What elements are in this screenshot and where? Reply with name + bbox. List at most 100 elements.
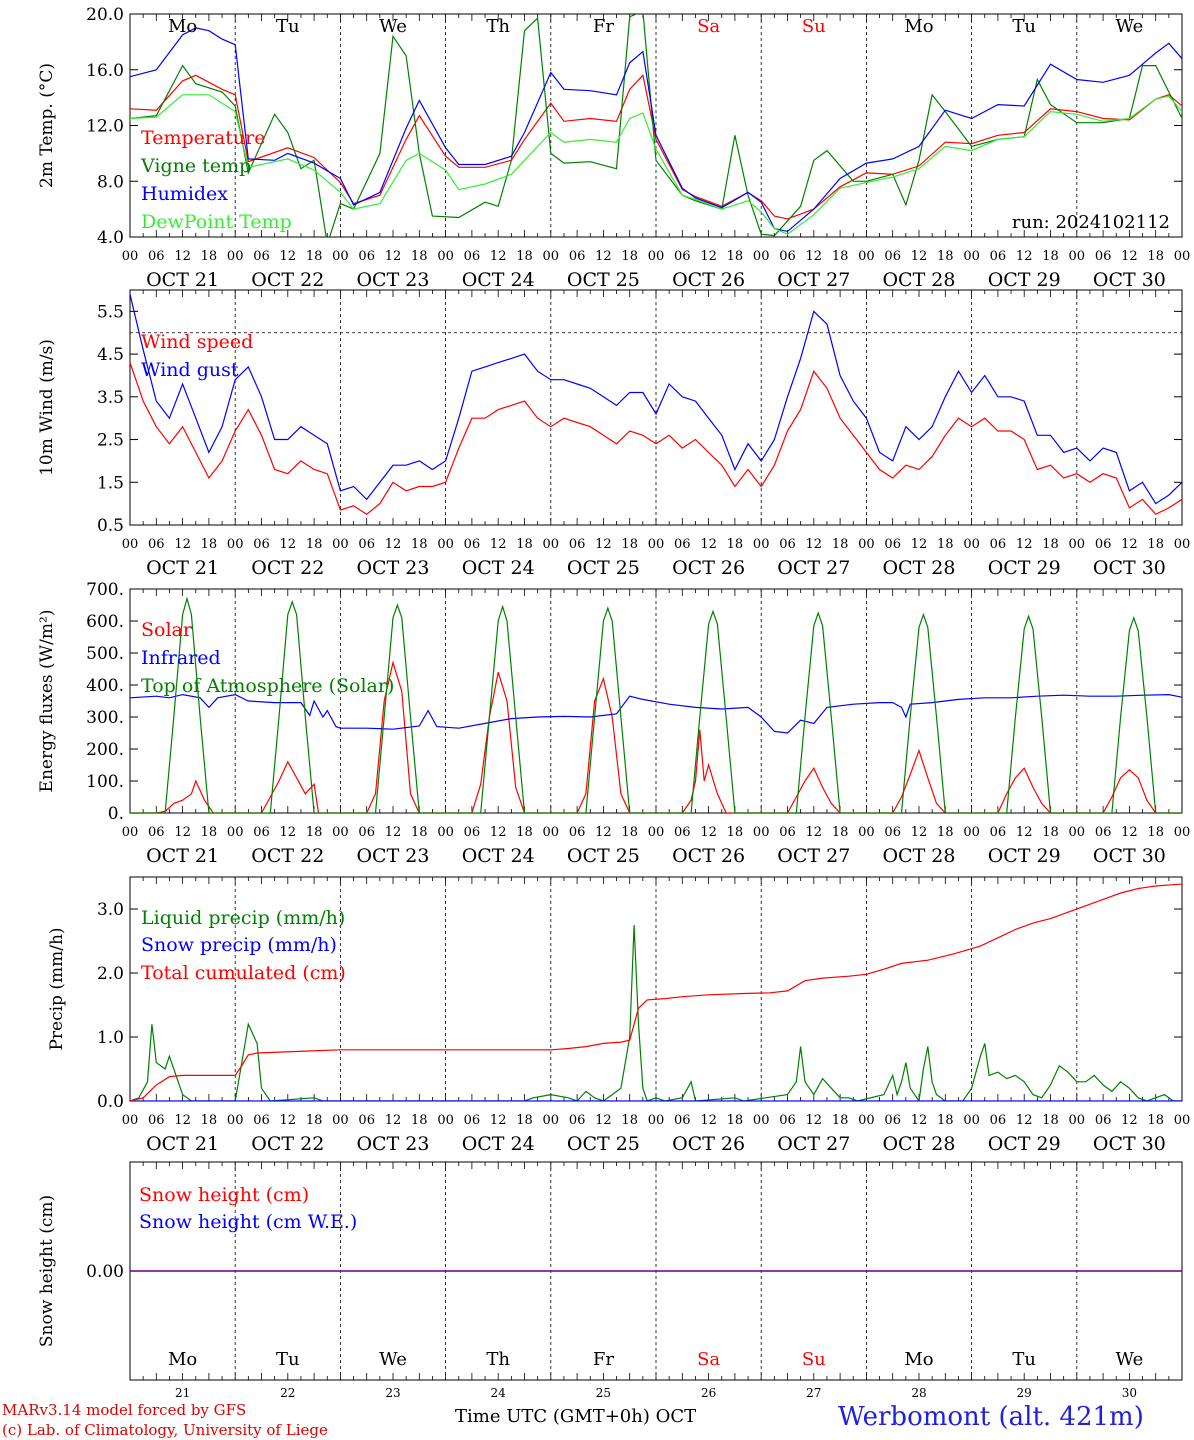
panel4-hour-label: 00 xyxy=(753,1113,770,1128)
panel3-hour-label: 06 xyxy=(569,825,586,840)
panel1-hour-label: 12 xyxy=(806,249,823,264)
panel2-hour-label: 12 xyxy=(595,537,612,552)
panel5-day-number: 25 xyxy=(596,1386,611,1400)
panel2-hour-label: 06 xyxy=(464,537,481,552)
panel4-hour-label: 18 xyxy=(1042,1113,1059,1128)
panel3-hour-label: 06 xyxy=(464,825,481,840)
panel2-y-tick-label: 4.5 xyxy=(97,345,124,365)
panel4-hour-label: 12 xyxy=(911,1113,928,1128)
panel2-hour-label: 18 xyxy=(1147,537,1164,552)
panel4-date-label: OCT 21 xyxy=(146,1133,219,1155)
panel4-date-label: OCT 30 xyxy=(1093,1133,1166,1155)
panel4-hour-label: 00 xyxy=(963,1113,980,1128)
panel1-hour-label: 00 xyxy=(332,249,349,264)
panel1-hour-label: 00 xyxy=(543,249,560,264)
panel1-hour-label: 12 xyxy=(385,249,402,264)
panel3-y-tick-label: 400. xyxy=(86,676,124,696)
panel4-hour-label: 00 xyxy=(648,1113,665,1128)
panel1-legend-humidex: Humidex xyxy=(141,183,228,205)
panel3-hour-label: 00 xyxy=(648,825,665,840)
panel3-y-tick-label: 200. xyxy=(86,740,124,760)
panel1-hour-label: 12 xyxy=(1121,249,1138,264)
panel2-date-label: OCT 25 xyxy=(567,557,640,579)
panel1-frame xyxy=(129,13,1183,238)
panel4-hour-label: 00 xyxy=(122,1113,139,1128)
lab-credit-text: (c) Lab. of Climatology, University of L… xyxy=(2,1421,328,1439)
panel2-date-label: OCT 21 xyxy=(146,557,219,579)
panel4-hour-label: 12 xyxy=(174,1113,191,1128)
panel3-date-label: OCT 27 xyxy=(777,845,850,867)
panel5-legend-snow-height-cm: Snow height (cm) xyxy=(139,1184,309,1206)
panel4-date-label: OCT 26 xyxy=(672,1133,745,1155)
panel3-date-label: OCT 23 xyxy=(356,845,429,867)
panel3-hour-label: 06 xyxy=(884,825,901,840)
panel2-hour-label: 00 xyxy=(1174,537,1191,552)
panel1-hour-label: 12 xyxy=(490,249,507,264)
panel4-y-tick-label: 2.0 xyxy=(97,964,124,984)
panel3-hour-label: 18 xyxy=(832,825,849,840)
panel1-hour-label: 12 xyxy=(1016,249,1033,264)
panel4-hour-label: 18 xyxy=(516,1113,533,1128)
panel2-hour-label: 18 xyxy=(411,537,428,552)
panel4-legend-snow-precip-mm-h: Snow precip (mm/h) xyxy=(141,934,337,956)
panel3-hour-label: 18 xyxy=(727,825,744,840)
panel2-hour-label: 18 xyxy=(516,537,533,552)
panel2-date-label: OCT 29 xyxy=(988,557,1061,579)
panel4-hour-label: 18 xyxy=(727,1113,744,1128)
panel1-hour-label: 06 xyxy=(358,249,375,264)
panel2-legend-wind-gust: Wind gust xyxy=(141,359,239,381)
panel2-hour-label: 06 xyxy=(148,537,165,552)
panel4-hour-label: 18 xyxy=(937,1113,954,1128)
panel2-hour-label: 06 xyxy=(1095,537,1112,552)
panel2-hour-label: 00 xyxy=(753,537,770,552)
panel5-day-label: Fr xyxy=(593,1349,614,1370)
panel3-hour-label: 18 xyxy=(1042,825,1059,840)
panel1-hour-label: 18 xyxy=(411,249,428,264)
panel3-hour-label: 12 xyxy=(1016,825,1033,840)
panel2-y-tick-label: 1.5 xyxy=(97,473,124,493)
panel1-hour-label: 18 xyxy=(306,249,323,264)
panel2-hour-label: 00 xyxy=(1069,537,1086,552)
panel2-hour-label: 12 xyxy=(385,537,402,552)
panel1-hour-label: 06 xyxy=(569,249,586,264)
panel5-day-label: Tu xyxy=(1012,1349,1036,1370)
panel1-hour-label: 12 xyxy=(280,249,297,264)
panel4-hour-label: 18 xyxy=(832,1113,849,1128)
panel1-day-label: We xyxy=(1116,16,1144,37)
panel4-hour-label: 18 xyxy=(621,1113,638,1128)
panel3-hour-label: 00 xyxy=(332,825,349,840)
panel5-day-number: 30 xyxy=(1122,1386,1137,1400)
panel2-date-label: OCT 27 xyxy=(777,557,850,579)
panel3-hour-label: 06 xyxy=(148,825,165,840)
panel5-day-number: 26 xyxy=(701,1386,716,1400)
panel4-hour-label: 00 xyxy=(1174,1113,1191,1128)
panel2-hour-label: 06 xyxy=(884,537,901,552)
station-name: Werbomont (alt. 421m) xyxy=(838,1402,1144,1432)
panel3-hour-label: 00 xyxy=(1069,825,1086,840)
panel2-hour-label: 06 xyxy=(674,537,691,552)
panel3-series-infrared-line xyxy=(130,693,1182,734)
panel2-hour-label: 18 xyxy=(1042,537,1059,552)
panel1-hour-label: 00 xyxy=(963,249,980,264)
panel3-series-top-of-atmosphere-solar-line xyxy=(130,596,1182,813)
panel4-hour-label: 12 xyxy=(595,1113,612,1128)
panel4-series-total-cumulated-cm-line xyxy=(130,883,1182,1101)
panel1-y-tick-label: 12.0 xyxy=(86,117,124,137)
panel4-hour-label: 18 xyxy=(201,1113,218,1128)
panel3-date-label: OCT 25 xyxy=(567,845,640,867)
panel1-series-humidex-line xyxy=(130,27,1182,233)
panel3-hour-label: 18 xyxy=(411,825,428,840)
panel4-hour-label: 00 xyxy=(332,1113,349,1128)
panel5-day-label: Su xyxy=(802,1349,826,1370)
panel2-hour-label: 12 xyxy=(280,537,297,552)
panel2-y-tick-label: 0.5 xyxy=(97,516,124,536)
panel4-date-label: OCT 27 xyxy=(777,1133,850,1155)
panel4-hour-label: 00 xyxy=(227,1113,244,1128)
panel4-hour-label: 12 xyxy=(385,1113,402,1128)
panel1-hour-label: 12 xyxy=(911,249,928,264)
panel1-hour-label: 06 xyxy=(674,249,691,264)
panel3-date-label: OCT 29 xyxy=(988,845,1061,867)
panel2-hour-label: 00 xyxy=(227,537,244,552)
panel4-legend-liquid-precip-mm-h: Liquid precip (mm/h) xyxy=(141,907,345,929)
panel1-hour-label: 06 xyxy=(464,249,481,264)
